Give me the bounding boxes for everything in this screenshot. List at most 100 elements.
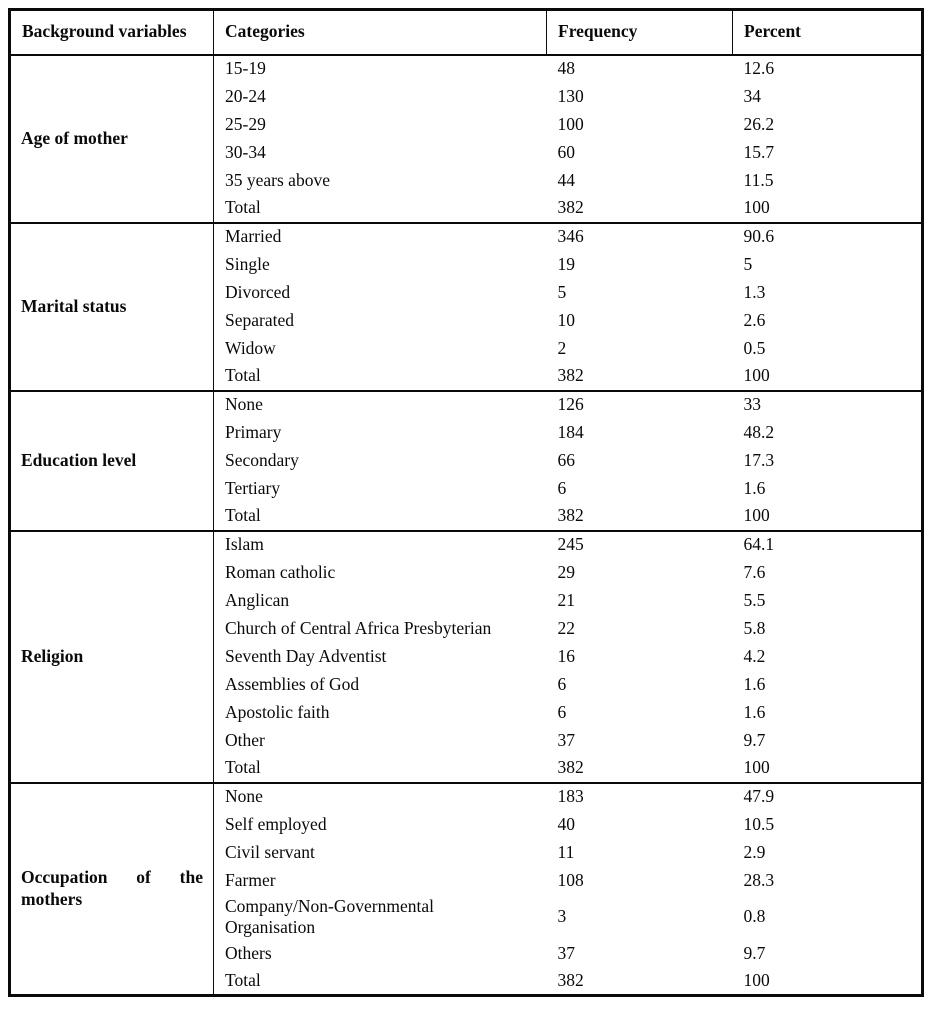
category-cell: Company/Non-Governmental Organisation [225,895,434,937]
percent-cell: 5.8 [743,617,766,638]
category-cell: Assemblies of God [225,673,360,694]
frequency-cell: 10 [557,309,576,330]
percent-cell: 47.9 [743,786,775,807]
percent-cell: 5 [743,253,753,274]
category-cell: 35 years above [225,169,330,190]
frequency-cell: 6 [557,701,567,722]
percent-cell: 12.6 [743,58,775,79]
category-cell: Divorced [225,281,291,302]
category-cell: 15-19 [225,58,266,79]
variable-cell: Age of mother [9,54,214,223]
frequency-cell: 382 [557,757,584,778]
frequency-cell: 130 [557,85,584,106]
percent-cell: 100 [743,365,770,386]
frequency-cell: 100 [557,113,584,134]
table-row: Assemblies of God 6 1.6 [10,671,923,699]
percent-cell: 9.7 [743,942,766,963]
frequency-cell: 2 [557,337,567,358]
frequency-cell: 16 [557,645,576,666]
category-cell: Other [225,729,265,750]
category-cell: Widow [225,337,276,358]
frequency-cell: 382 [557,505,584,526]
table-row: 30-34 60 15.7 [10,139,923,167]
frequency-cell: 6 [557,673,567,694]
percent-cell: 100 [743,969,770,990]
table-row: Self employed 40 10.5 [10,811,923,839]
table-row: Seventh Day Adventist 16 4.2 [10,643,923,671]
table-row: Total 382 100 [10,755,923,783]
percent-cell: 1.6 [743,673,766,694]
section-religion: Religion Islam 245 64.1 Roman catholic 29 7.6 A… [9,530,923,783]
frequency-cell: 21 [557,589,576,610]
table-row: Company/Non-Governmental Organisation 3 0.… [10,895,923,940]
table-row: Separated 10 2.6 [10,307,923,335]
percent-cell: 28.3 [743,869,775,890]
category-cell: Church of Central Africa Presbyterian [225,617,492,638]
percent-cell: 1.6 [743,477,766,498]
percent-cell: 100 [743,197,770,218]
table-row: Religion Islam 245 64.1 [9,530,923,783]
table-row: Apostolic faith 6 1.6 [10,699,923,727]
frequency-cell: 5 [557,281,567,302]
frequency-cell: 22 [557,617,576,638]
table-row: Anglican 21 5.5 [10,587,923,615]
section-age-of-mother: Age of mother 15-19 48 12.6 20-24 130 34 25-29 1… [9,54,923,223]
category-cell: Islam [225,534,264,555]
table-row: Widow 2 0.5 [10,335,923,363]
table-row: 25-29 100 26.2 [10,111,923,139]
table-row: Civil servant 11 2.9 [10,839,923,867]
percent-cell: 33 [743,394,762,415]
category-cell: Married [225,226,282,247]
percent-cell: 17.3 [743,449,775,470]
category-cell: Total [225,969,261,990]
frequency-cell: 184 [557,421,584,442]
table-row: Single 19 5 [10,251,923,279]
frequency-cell: 11 [557,841,575,862]
frequency-cell: 40 [557,813,576,834]
table-row: Other 37 9.7 [10,727,923,755]
section-marital-status: Marital status Married 346 90.6 Single 19 5 Div… [9,222,923,391]
category-cell: Total [225,757,261,778]
percent-cell: 4.2 [743,645,766,666]
category-cell: Others [225,942,272,963]
demographics-table: Background variables Categories Frequenc… [8,8,924,997]
percent-cell: 100 [743,757,770,778]
table-row: Occupation of the mothers None 183 47.9 [9,782,923,996]
section-occupation-of-the-mothers: Occupation of the mothers None 183 47.9 Self… [9,782,923,996]
category-cell: 20-24 [225,85,266,106]
frequency-cell: 44 [557,169,576,190]
table-row: Farmer 108 28.3 [10,867,923,895]
frequency-cell: 245 [557,534,584,555]
frequency-cell: 382 [557,197,584,218]
category-cell: Single [225,253,270,274]
table-row: Secondary 66 17.3 [10,447,923,475]
category-cell: Secondary [225,449,299,470]
percent-cell: 7.6 [743,561,766,582]
table-row: Marital status Married 346 90.6 [9,222,923,391]
category-cell: Farmer [225,869,276,890]
percent-cell: 26.2 [743,113,775,134]
table-row: 35 years above 44 11.5 [10,167,923,195]
frequency-cell: 37 [557,729,576,750]
frequency-cell: 108 [557,869,584,890]
percent-cell: 10.5 [743,813,775,834]
category-cell: Anglican [225,589,290,610]
frequency-cell: 346 [557,226,584,247]
category-cell: None [225,394,263,415]
percent-cell: 90.6 [743,226,775,247]
percent-cell: 1.6 [743,701,766,722]
percent-cell: 1.3 [743,281,766,302]
category-cell: Apostolic faith [225,701,330,722]
frequency-cell: 126 [557,394,584,415]
percent-cell: 9.7 [743,729,766,750]
frequency-cell: 382 [557,365,584,386]
variable-cell: Education level [9,390,214,531]
variable-cell: Religion [9,530,214,783]
category-cell: Separated [225,309,294,330]
percent-cell: 34 [743,85,762,106]
table-row: Total 382 100 [10,967,923,995]
percent-cell: 2.6 [743,309,766,330]
table-row: Primary 184 48.2 [10,419,923,447]
category-cell: None [225,786,263,807]
